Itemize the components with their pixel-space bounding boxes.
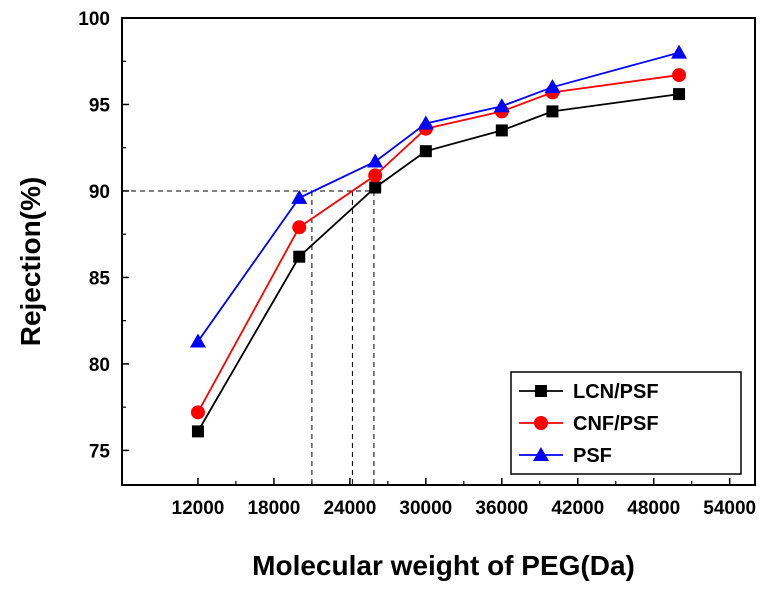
legend-label-psf: PSF (573, 445, 612, 467)
data-point-psf (493, 98, 510, 113)
data-point-cnf-psf (368, 168, 383, 183)
legend-marker-psf (533, 447, 549, 461)
x-tick-label: 42000 (551, 498, 604, 519)
x-tick-label: 30000 (399, 498, 452, 519)
plot-frame (121, 17, 756, 486)
y-tick-label: 85 (89, 268, 111, 289)
x-tick-label: 18000 (247, 498, 300, 519)
x-tick-label: 12000 (172, 498, 225, 519)
data-point-psf (544, 79, 561, 94)
data-point-lcn-psf (293, 250, 306, 263)
y-axis-title: Rejection(%) (15, 177, 46, 347)
legend-label-cnf-psf: CNF/PSF (573, 413, 659, 435)
data-point-cnf-psf (672, 68, 687, 83)
data-point-cnf-psf (190, 405, 205, 420)
data-point-psf (367, 153, 384, 168)
data-point-lcn-psf (419, 145, 432, 158)
x-axis-title: Molecular weight of PEG(Da) (252, 550, 635, 581)
data-point-psf (291, 189, 308, 204)
legend-marker-cnf-psf (534, 416, 548, 430)
data-point-psf (671, 44, 688, 59)
x-tick-label: 54000 (703, 498, 756, 519)
y-tick-label: 95 (89, 95, 111, 116)
legend-label-lcn-psf: LCN/PSF (573, 381, 659, 403)
data-point-lcn-psf (495, 124, 508, 137)
reference-lines (122, 190, 375, 485)
data-point-lcn-psf (191, 425, 204, 438)
data-point-psf (417, 115, 434, 130)
data-point-lcn-psf (546, 105, 559, 118)
data-point-lcn-psf (673, 88, 686, 101)
series-layer (189, 44, 688, 438)
x-tick-label: 36000 (475, 498, 528, 519)
y-tick-label: 80 (89, 355, 110, 376)
legend: LCN/PSF CNF/PSF PSF (510, 371, 742, 475)
x-tick-label: 24000 (323, 498, 376, 519)
x-tick-label: 48000 (627, 498, 680, 519)
y-tick-label: 75 (89, 441, 111, 462)
legend-marker-lcn-psf (535, 385, 547, 397)
data-point-lcn-psf (369, 181, 382, 194)
axis-ticks: 12000 18000 24000 30000 36000 42000 48000 54000… (78, 9, 756, 519)
series-line-psf (197, 51, 680, 342)
y-tick-label: 100 (78, 9, 110, 30)
series-line-cnf-psf (197, 74, 680, 413)
y-tick-label: 90 (89, 182, 110, 203)
data-point-cnf-psf (292, 220, 307, 235)
data-point-psf (189, 333, 206, 348)
